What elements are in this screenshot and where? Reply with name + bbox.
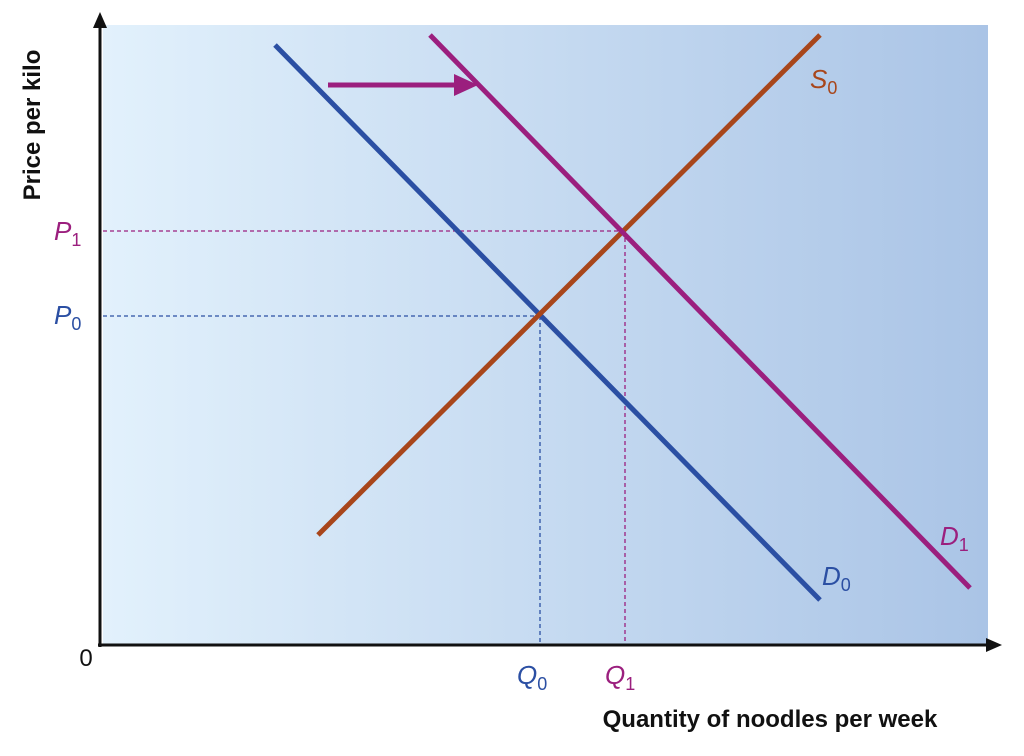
label-sub: 1 — [625, 674, 635, 694]
q0-label: Q0 — [517, 660, 547, 694]
y-axis-label: Price per kilo — [19, 50, 46, 201]
label-base: P — [54, 300, 72, 330]
d0-label: D0 — [822, 561, 851, 595]
origin-label: 0 — [79, 645, 92, 672]
label-base: S — [810, 64, 828, 94]
demand-d0 — [273, 43, 822, 602]
shift-arrowhead — [454, 74, 478, 96]
p0-label: P0 — [54, 300, 81, 334]
x-axis-label: Quantity of noodles per week — [603, 706, 938, 733]
label-base: D — [822, 561, 841, 591]
s0-label: S0 — [810, 64, 837, 98]
label-base: P — [54, 216, 72, 246]
demand-d1 — [428, 33, 972, 590]
label-sub: 0 — [827, 78, 837, 98]
y-axis-arrow — [93, 12, 107, 28]
label-base: Q — [517, 660, 537, 690]
label-sub: 0 — [537, 674, 547, 694]
label-sub: 1 — [71, 230, 81, 250]
plot-background — [103, 25, 988, 645]
p1-label: P1 — [54, 216, 81, 250]
label-sub: 1 — [959, 535, 969, 555]
q1-label: Q1 — [605, 660, 635, 694]
x-axis-arrow — [986, 638, 1002, 652]
guides — [103, 230, 626, 645]
label-sub: 0 — [841, 575, 851, 595]
d1-label: D1 — [940, 521, 969, 555]
label-base: D — [940, 521, 959, 551]
supply-s0 — [316, 33, 822, 537]
label-base: Q — [605, 660, 625, 690]
label-sub: 0 — [71, 314, 81, 334]
